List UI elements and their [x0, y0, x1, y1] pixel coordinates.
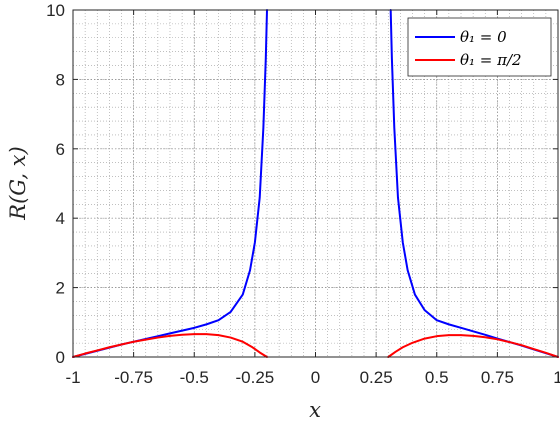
x-tick-label: 0.5: [425, 368, 449, 387]
x-tick-label: -0.5: [180, 368, 209, 387]
legend: θ₁ = 0 θ₁ = π/2: [407, 17, 552, 77]
x-tick-labels: -1 -0.75 -0.5 -0.25 0 0.25 0.5 0.75 1: [65, 368, 560, 387]
legend-entry-theta-0: θ₁ = 0: [460, 28, 507, 46]
x-tick-label: -1: [65, 368, 80, 387]
y-tick-label: 10: [46, 1, 65, 20]
series-1-line-segment-0: [72, 333, 268, 358]
series-lines: [72, 9, 559, 358]
x-tick-label: 0.75: [481, 368, 514, 387]
series-1-line-segment-1: [387, 334, 559, 358]
y-axis-label: R(G, x): [6, 146, 30, 220]
y-tick-label: 2: [56, 279, 65, 298]
x-tick-label: 0: [311, 368, 320, 387]
x-tick-label: -0.75: [114, 368, 153, 387]
ticks: [72, 9, 559, 358]
y-tick-label: 4: [56, 209, 65, 228]
y-tick-label: 0: [56, 348, 65, 367]
legend-box: [407, 17, 552, 77]
x-tick-label: 1: [553, 368, 560, 387]
y-tick-label: 6: [56, 140, 65, 159]
x-tick-label: -0.25: [236, 368, 275, 387]
legend-entry-theta-pi-2: θ₁ = π/2: [460, 51, 522, 69]
x-axis-label: x: [309, 398, 321, 421]
y-tick-labels: 0 2 4 6 8 10: [46, 1, 65, 367]
y-tick-label: 8: [56, 70, 65, 89]
x-tick-label: 0.25: [360, 368, 393, 387]
